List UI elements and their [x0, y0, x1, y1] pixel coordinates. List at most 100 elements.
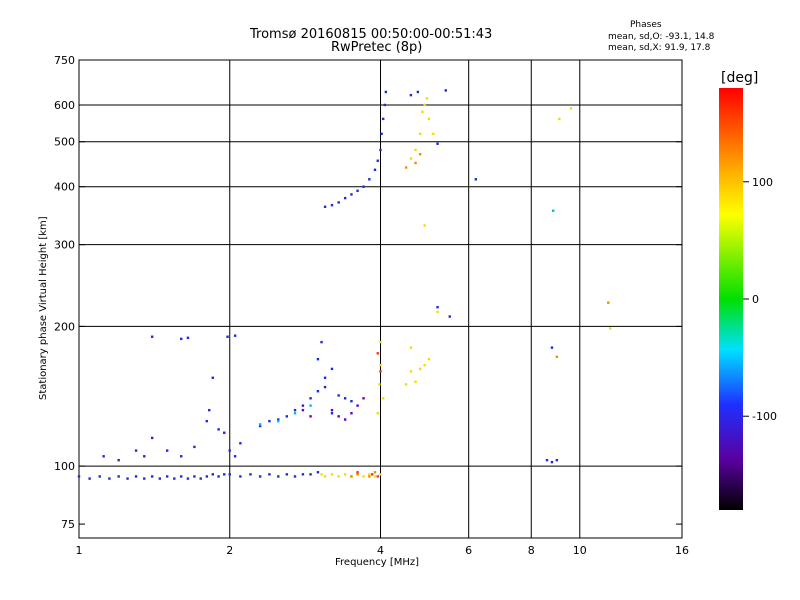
data-point — [258, 475, 262, 478]
data-point — [350, 193, 353, 196]
x-tick-label: 10 — [573, 544, 587, 557]
data-point — [205, 419, 209, 423]
data-point — [320, 340, 323, 344]
data-point — [316, 357, 320, 361]
data-point — [301, 404, 305, 407]
data-point — [382, 397, 385, 400]
data-point — [285, 415, 289, 418]
data-point — [362, 185, 365, 188]
data-point — [350, 399, 353, 403]
data-point — [217, 428, 220, 431]
data-point — [552, 209, 555, 212]
data-point — [268, 419, 271, 423]
data-point — [309, 404, 312, 407]
data-point — [550, 346, 554, 349]
chart-subtitle: RwPretec (8p) — [331, 40, 423, 55]
data-point — [323, 475, 327, 478]
data-point — [249, 473, 252, 476]
data-point — [569, 107, 573, 110]
data-point — [368, 473, 371, 476]
data-point — [165, 449, 169, 452]
data-point — [432, 132, 435, 136]
data-point — [362, 397, 365, 400]
data-point — [277, 418, 280, 421]
data-point — [193, 445, 196, 449]
data-point — [217, 475, 220, 478]
data-point — [316, 390, 320, 393]
data-point — [382, 117, 385, 121]
data-point — [108, 477, 111, 480]
colorbar — [719, 88, 743, 510]
data-point — [211, 473, 214, 476]
data-point — [337, 415, 340, 418]
data-point — [143, 477, 146, 480]
data-point — [205, 475, 209, 478]
data-point — [223, 473, 226, 476]
data-point — [436, 305, 439, 309]
y-tick-label: 600 — [54, 99, 75, 112]
data-point — [102, 455, 105, 458]
data-point — [293, 412, 297, 415]
data-point — [258, 423, 262, 426]
data-point — [117, 475, 120, 478]
data-point — [423, 224, 426, 227]
data-point — [423, 363, 426, 367]
data-point — [173, 477, 176, 480]
data-point — [362, 475, 365, 478]
data-point — [330, 412, 334, 415]
data-point — [180, 455, 183, 458]
data-point — [418, 132, 422, 136]
data-point — [404, 166, 408, 169]
data-point — [370, 473, 374, 476]
data-point — [356, 404, 359, 407]
data-point — [384, 90, 388, 94]
data-point — [343, 397, 347, 400]
data-point — [418, 367, 422, 371]
data-point — [320, 473, 323, 476]
data-point — [309, 397, 312, 400]
data-point — [350, 412, 353, 415]
data-point — [330, 203, 334, 207]
data-point — [98, 475, 101, 478]
data-point — [379, 340, 382, 344]
data-point — [379, 370, 382, 373]
phases-title: Phases — [630, 20, 662, 30]
x-tick-label: 6 — [465, 544, 472, 557]
data-point — [150, 335, 154, 338]
data-point — [158, 477, 162, 480]
data-point — [448, 315, 451, 318]
data-point — [427, 117, 431, 121]
y-tick-label: 750 — [54, 54, 75, 67]
data-point — [376, 159, 379, 162]
data-point — [180, 337, 183, 341]
data-point — [378, 383, 381, 386]
data-point — [277, 475, 280, 478]
x-axis-label: Frequency [MHz] — [335, 557, 420, 568]
data-point — [607, 301, 610, 304]
data-point — [421, 110, 424, 114]
data-point — [323, 385, 327, 389]
data-point — [330, 473, 334, 476]
y-tick-label: 75 — [61, 518, 75, 531]
data-point — [150, 475, 154, 478]
colorbar-tick-label: 100 — [752, 176, 773, 189]
data-point — [258, 424, 262, 428]
data-point — [550, 460, 554, 464]
data-point — [379, 148, 382, 152]
data-point — [77, 475, 81, 478]
x-tick-label: 4 — [377, 544, 384, 557]
data-point — [337, 394, 340, 397]
x-tick-label: 8 — [528, 544, 535, 557]
data-point — [409, 370, 413, 373]
data-point — [414, 148, 417, 152]
data-point — [379, 363, 382, 367]
data-point — [368, 178, 371, 181]
data-point — [268, 473, 271, 476]
data-point — [356, 473, 359, 476]
data-point — [88, 477, 91, 480]
data-point — [285, 473, 289, 476]
data-point — [414, 380, 417, 383]
data-point — [409, 93, 413, 97]
data-point — [343, 473, 347, 476]
